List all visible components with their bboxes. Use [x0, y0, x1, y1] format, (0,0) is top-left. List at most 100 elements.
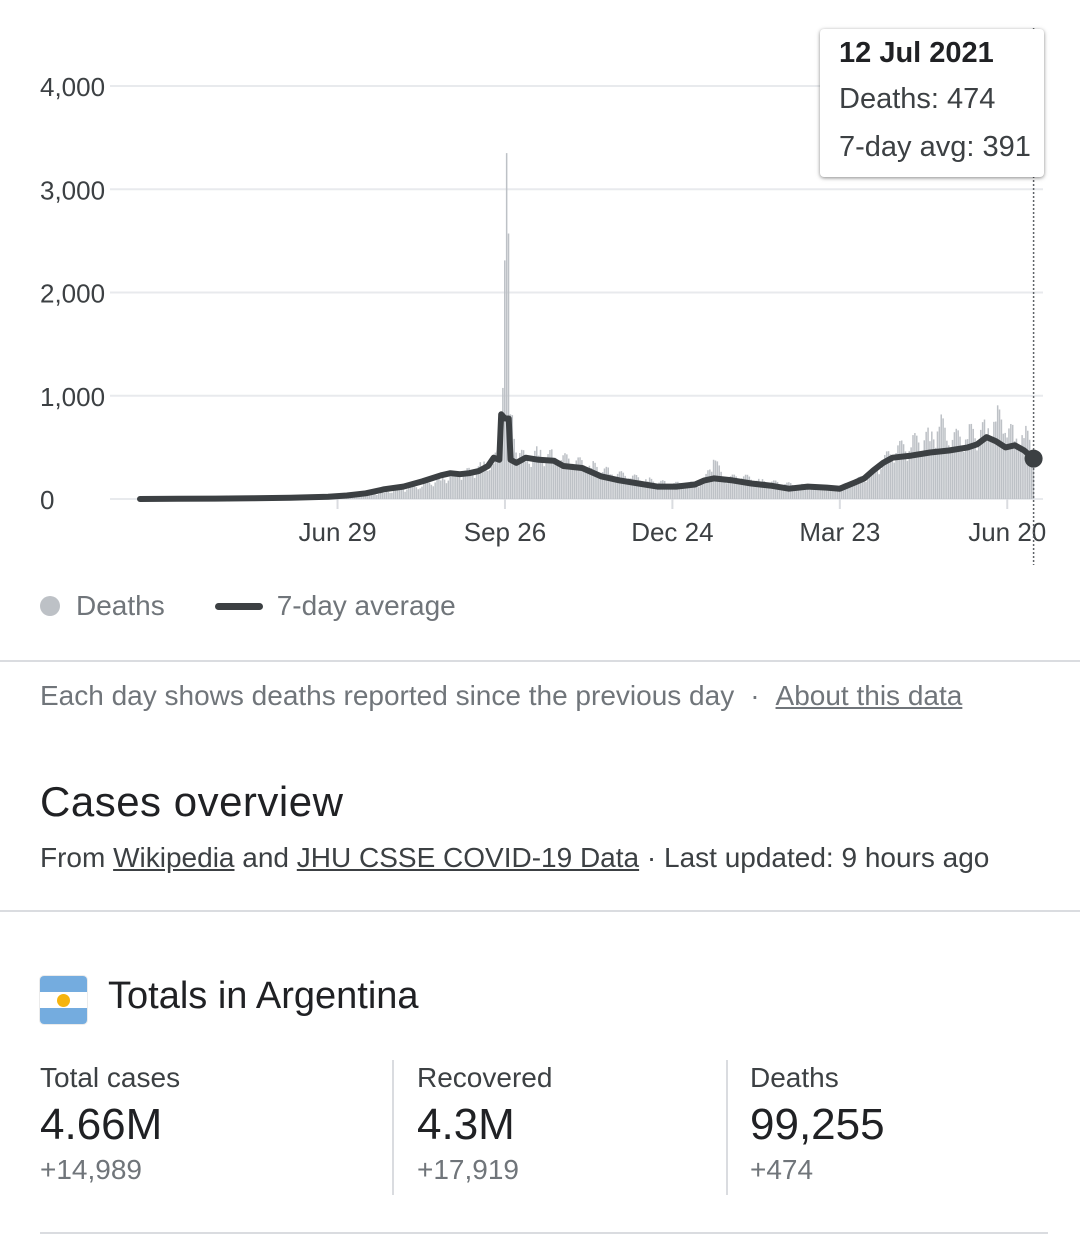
death-bar [468, 467, 470, 499]
divider [0, 910, 1080, 912]
death-bar [801, 483, 803, 499]
death-bar [959, 436, 961, 499]
death-bar [577, 457, 579, 499]
death-bar [485, 465, 487, 499]
death-bar [793, 487, 796, 499]
death-bar [895, 453, 897, 499]
death-bar [573, 465, 576, 499]
death-bar [837, 490, 839, 499]
death-bar [964, 439, 967, 499]
death-bar [722, 480, 724, 499]
death-bar [415, 487, 418, 499]
death-bar [773, 480, 775, 499]
death-bar [833, 487, 835, 499]
hover-point [1024, 449, 1043, 468]
death-bar [528, 463, 530, 499]
about-this-data-link[interactable]: About this data [775, 680, 963, 711]
x-tick-label: Dec 24 [631, 517, 713, 547]
death-bar [767, 486, 769, 499]
divider [0, 660, 1080, 662]
stat-label: Total cases [40, 1062, 181, 1093]
tooltip-average: 7-day avg: 391 [839, 131, 1031, 163]
death-bar [566, 454, 568, 499]
death-bar [859, 476, 862, 499]
death-bar [402, 489, 404, 499]
death-bar [799, 484, 801, 499]
death-bar [823, 489, 826, 499]
death-bar [855, 479, 858, 499]
death-bar [1010, 423, 1012, 499]
death-bar [428, 482, 431, 499]
death-bar [720, 471, 722, 499]
death-bar [1002, 433, 1005, 499]
death-bar [417, 489, 419, 499]
death-bar [630, 478, 632, 499]
death-bar [504, 260, 506, 499]
death-bar [827, 486, 830, 499]
death-bar [1023, 438, 1025, 499]
tooltip-date: 12 Jul 2021 [839, 37, 994, 69]
death-bar [857, 477, 860, 499]
death-bar [731, 474, 734, 499]
deaths-legend-dot-icon [40, 596, 60, 616]
death-bar [569, 465, 572, 499]
death-bar [929, 441, 931, 499]
death-bar [1019, 447, 1021, 499]
stat-divider [726, 1060, 728, 1195]
death-bar [737, 479, 739, 499]
death-bar [394, 489, 397, 499]
death-bar [972, 428, 974, 499]
death-bar [927, 427, 929, 499]
death-bar [387, 491, 389, 499]
death-bar [759, 482, 762, 499]
death-bar [618, 471, 621, 499]
death-bar [818, 485, 820, 499]
death-bar [409, 486, 412, 499]
death-bar [581, 460, 583, 499]
stat-value: 99,255 [750, 1100, 885, 1149]
death-bar [432, 486, 435, 499]
death-bar [426, 481, 429, 499]
death-bar [761, 479, 764, 499]
jhu-csse-link[interactable]: JHU CSSE COVID-19 Data [296, 842, 640, 873]
death-bar [904, 451, 907, 499]
death-bar [611, 474, 613, 499]
death-bar [464, 470, 467, 499]
death-bar [989, 438, 991, 499]
death-bar [831, 486, 833, 499]
death-bar [872, 473, 875, 499]
death-bar [684, 485, 687, 499]
death-bar [957, 430, 959, 499]
death-bar [931, 431, 933, 499]
deaths-chart[interactable]: 0 1,000 2,000 3,000 4,000 Jun 29 Sep 26 Dec 24 M… [0, 0, 1080, 580]
death-bar [874, 467, 877, 499]
death-bar [946, 440, 948, 499]
death-bar [362, 496, 365, 499]
death-bar [996, 405, 999, 499]
stat-deaths: Deaths 99,255 +474 [750, 1062, 885, 1186]
death-bar [987, 428, 990, 499]
death-bar [998, 409, 1001, 499]
x-tick-label: Mar 23 [799, 517, 880, 547]
death-bar [784, 484, 786, 499]
death-bar [447, 480, 450, 499]
death-bar [835, 488, 837, 499]
death-bar [477, 466, 480, 499]
death-bar [498, 453, 500, 499]
wikipedia-link[interactable]: Wikipedia [113, 842, 235, 873]
death-bar [718, 465, 720, 499]
x-tick-label: Jun 20 [968, 517, 1046, 547]
death-bar [893, 462, 895, 499]
death-bar [765, 484, 768, 499]
stat-label: Deaths [750, 1062, 839, 1093]
death-bar [488, 470, 491, 499]
death-bar [806, 487, 809, 499]
stat-total-cases: Total cases 4.66M +14,989 [40, 1062, 180, 1186]
death-bar [470, 473, 472, 499]
death-bar [404, 491, 406, 499]
death-bar [652, 481, 655, 499]
death-bar [985, 434, 988, 499]
death-bar [682, 487, 685, 499]
death-bar [778, 484, 781, 499]
death-bar [812, 486, 815, 499]
